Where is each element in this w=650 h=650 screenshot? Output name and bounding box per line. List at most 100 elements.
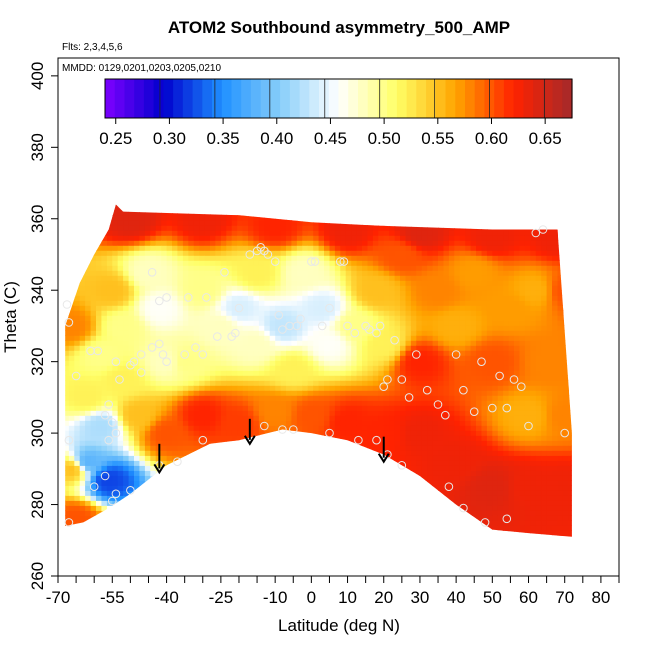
heatmap-cell <box>123 390 130 396</box>
heatmap-cell <box>410 445 417 451</box>
heatmap-cell <box>166 440 173 446</box>
heatmap-cell <box>421 330 428 336</box>
heatmap-cell <box>101 310 108 316</box>
heatmap-cell <box>161 315 168 321</box>
heatmap-cell <box>443 225 450 231</box>
heatmap-cell <box>248 345 254 351</box>
heatmap-cell <box>318 520 325 526</box>
heatmap-cell <box>58 240 64 246</box>
heatmap-cell <box>79 275 86 281</box>
heatmap-cell <box>204 385 211 391</box>
heatmap-cell <box>291 490 298 496</box>
heatmap-cell <box>438 220 444 226</box>
heatmap-cell <box>307 400 314 406</box>
heatmap-cell <box>139 320 146 326</box>
heatmap-cell <box>427 475 434 481</box>
heatmap-cell <box>188 410 195 416</box>
heatmap-cell <box>210 280 216 286</box>
heatmap-cell <box>367 270 374 276</box>
heatmap-cell <box>416 275 423 281</box>
heatmap-cell <box>101 430 108 436</box>
heatmap-cell <box>182 305 189 311</box>
heatmap-cell <box>177 340 184 346</box>
heatmap-cell <box>367 340 374 346</box>
heatmap-cell <box>172 465 178 471</box>
heatmap-cell <box>188 285 195 291</box>
heatmap-cell <box>378 385 385 391</box>
heatmap-cell <box>438 275 444 281</box>
heatmap-cell <box>443 204 450 206</box>
heatmap-cell <box>85 335 92 341</box>
heatmap-cell <box>144 225 151 231</box>
heatmap-cell <box>101 500 108 506</box>
heatmap-cell <box>438 330 444 336</box>
heatmap-cell <box>134 325 140 331</box>
heatmap-cell <box>405 305 412 311</box>
heatmap-cell <box>85 470 92 476</box>
heatmap-cell <box>362 275 368 281</box>
heatmap-cell <box>400 385 406 391</box>
heatmap-cell <box>313 205 320 211</box>
heatmap-cell <box>389 250 396 256</box>
heatmap-cell <box>215 245 222 251</box>
heatmap-cell <box>166 460 173 466</box>
heatmap-cell <box>421 440 428 446</box>
heatmap-cell <box>106 445 113 451</box>
heatmap-cell <box>215 485 222 491</box>
heatmap-cell <box>362 485 368 491</box>
heatmap-cell <box>242 500 249 506</box>
heatmap-cell <box>253 500 260 506</box>
heatmap-cell <box>400 395 406 401</box>
heatmap-cell <box>307 380 314 386</box>
heatmap-cell <box>264 495 271 501</box>
heatmap-cell <box>139 370 146 376</box>
heatmap-cell <box>139 305 146 311</box>
heatmap-cell <box>155 530 162 536</box>
heatmap-cell <box>275 460 282 466</box>
heatmap-cell <box>286 255 292 261</box>
heatmap-cell <box>275 505 282 511</box>
heatmap-cell <box>389 480 396 486</box>
heatmap-cell <box>65 480 70 486</box>
heatmap-cell <box>280 335 287 341</box>
heatmap-cell <box>242 305 249 311</box>
heatmap-cell <box>345 415 352 421</box>
heatmap-cell <box>74 235 81 241</box>
heatmap-cell <box>79 520 86 526</box>
heatmap-cell <box>182 230 189 236</box>
heatmap-cell <box>172 330 178 336</box>
heatmap-cell <box>351 390 358 396</box>
heatmap-cell <box>237 500 244 506</box>
heatmap-cell <box>410 530 417 536</box>
heatmap-cell <box>427 495 434 501</box>
heatmap-cell <box>101 460 108 466</box>
heatmap-cell <box>400 375 406 381</box>
heatmap-cell <box>356 475 363 481</box>
heatmap-cell <box>383 450 390 456</box>
heatmap-cell <box>139 235 146 241</box>
heatmap-cell <box>438 405 444 411</box>
heatmap-cell <box>275 235 282 241</box>
heatmap-cell <box>351 460 358 466</box>
heatmap-cell <box>421 315 428 321</box>
heatmap-cell <box>356 465 363 471</box>
heatmap-cell <box>318 204 325 206</box>
heatmap-cell <box>372 255 379 261</box>
heatmap-cell <box>155 475 162 481</box>
heatmap-cell <box>356 365 363 371</box>
heatmap-cell <box>280 370 287 376</box>
heatmap-cell <box>166 425 173 431</box>
heatmap-cell <box>150 320 157 326</box>
heatmap-cell <box>106 395 113 401</box>
heatmap-cell <box>372 390 379 396</box>
heatmap-cell <box>296 310 303 316</box>
heatmap-cell <box>258 325 265 331</box>
heatmap-cell <box>302 204 309 206</box>
heatmap-cell <box>291 465 298 471</box>
heatmap-cell <box>96 445 102 451</box>
heatmap-cell <box>427 305 434 311</box>
heatmap-cell <box>58 255 64 261</box>
heatmap-cell <box>242 495 249 501</box>
heatmap-cell <box>448 470 455 476</box>
heatmap-cell <box>334 275 341 281</box>
